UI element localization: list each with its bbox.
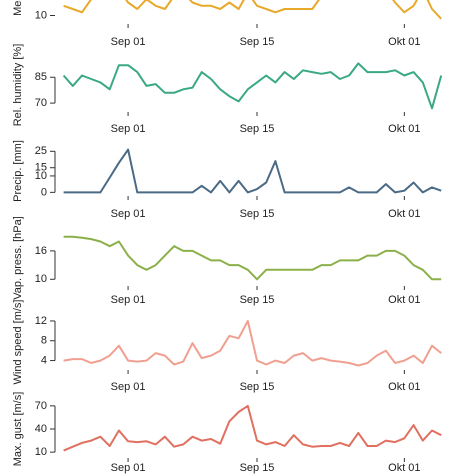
y-tick-label: 70: [35, 97, 47, 109]
data-line: [63, 404, 442, 452]
y-axis-label: Max. gust [m/s]: [12, 392, 24, 467]
x-tick-label: Okt 01: [388, 381, 420, 393]
x-tick-label: Sep 01: [111, 123, 146, 135]
x-tick-label: Sep 01: [111, 294, 146, 306]
data-line: [63, 0, 442, 20]
data-line: [62, 62, 443, 110]
y-axis-label: Rel. humidity [%]: [12, 44, 24, 127]
y-axis-label: Wind speed [m/s]: [12, 300, 24, 385]
x-tick-label: Okt 01: [388, 36, 420, 48]
x-tick-label: Okt 01: [388, 208, 420, 220]
x-tick-label: Okt 01: [388, 462, 420, 474]
y-axis-label: Mean te: [12, 0, 24, 16]
x-tick-label: Sep 15: [240, 294, 275, 306]
y-axis-label: Precip. [mm]: [12, 140, 24, 202]
x-tick-label: Sep 01: [111, 381, 146, 393]
x-tick-label: Sep 15: [240, 208, 275, 220]
x-tick-label: Sep 01: [111, 462, 146, 474]
data-line: [63, 148, 442, 194]
x-tick-label: Okt 01: [388, 123, 420, 135]
y-tick-label: 12: [35, 315, 47, 327]
y-axis-label: Vap. press. [hPa]: [12, 216, 24, 300]
x-tick-label: Sep 15: [240, 381, 275, 393]
y-tick-label: 10: [35, 170, 47, 182]
x-tick-label: Sep 15: [240, 36, 275, 48]
y-tick-label: 85: [35, 71, 47, 83]
y-tick-label: 0: [41, 186, 47, 198]
data-line: [63, 235, 442, 281]
y-tick-label: 70: [35, 400, 47, 412]
y-tick-label: 16: [35, 245, 47, 257]
y-tick-label: 4: [41, 354, 47, 366]
y-tick-label: 10: [35, 9, 47, 21]
y-tick-label: 15: [35, 162, 47, 174]
y-tick-label: 10: [35, 273, 47, 285]
x-tick-label: Sep 15: [240, 123, 275, 135]
x-tick-label: Sep 01: [111, 208, 146, 220]
x-tick-label: Okt 01: [388, 294, 420, 306]
data-line: [63, 320, 442, 367]
y-tick-label: 25: [35, 145, 47, 157]
y-tick-label: 8: [41, 335, 47, 347]
y-tick-label: 10: [35, 446, 47, 458]
x-tick-label: Sep 01: [111, 36, 146, 48]
x-tick-label: Sep 15: [240, 462, 275, 474]
y-tick-label: 40: [35, 423, 47, 435]
